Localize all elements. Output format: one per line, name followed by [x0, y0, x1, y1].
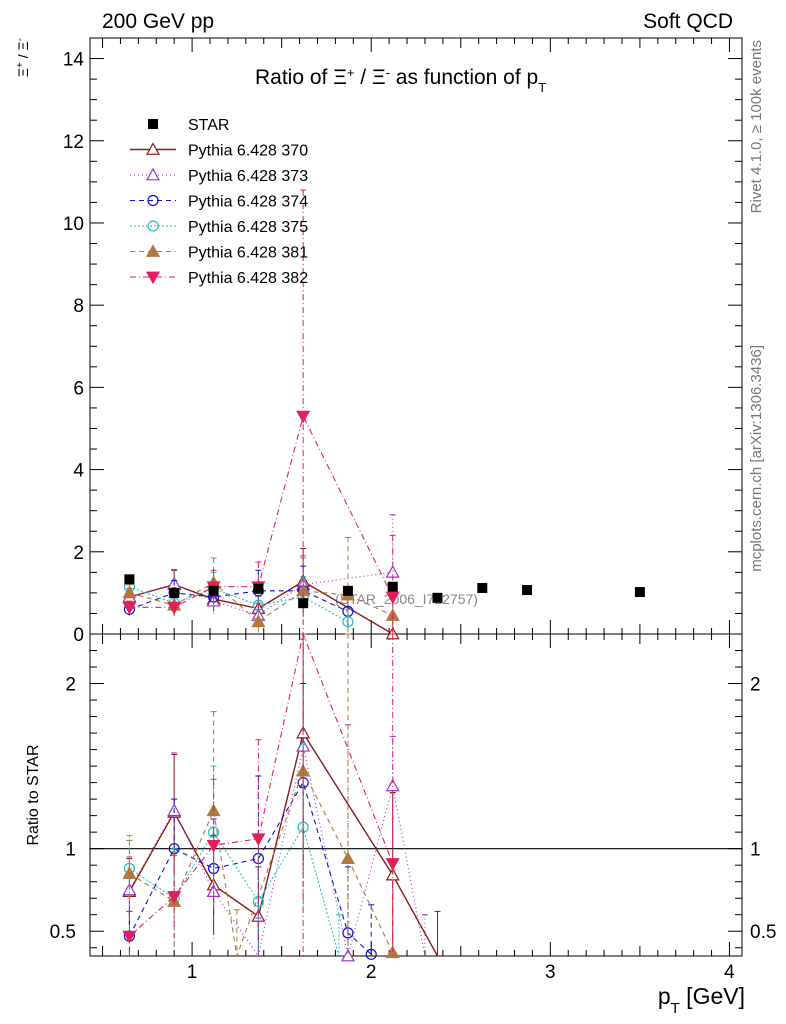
- mcplots-label: mcplots.cern.ch [arXiv:1306.3436]: [748, 345, 765, 572]
- data-point: [167, 601, 182, 615]
- star-data-point: [387, 581, 398, 592]
- y-tick-label: 4: [73, 461, 84, 482]
- star-data-point: [432, 592, 443, 603]
- series-group: [123, 565, 377, 960]
- rivet-label: Rivet 4.1.0, ≥ 100k events: [748, 40, 765, 213]
- ratio-point: [385, 858, 400, 871]
- series-line: [129, 414, 394, 608]
- ratio-y-tick-label: 0.5: [50, 922, 76, 943]
- ratio-point: [342, 927, 354, 939]
- y-tick-label: 2: [73, 543, 84, 564]
- y-tick-label: 12: [63, 132, 84, 153]
- legend-label: Pythia 6.428 381: [188, 245, 308, 262]
- data-point: [122, 601, 137, 615]
- ratio-y-tick-label-right: 1: [750, 840, 761, 861]
- header-left: 200 GeV pp: [102, 10, 214, 33]
- legend-label: Pythia 6.428 374: [188, 194, 308, 211]
- series-group: [122, 189, 400, 956]
- y-tick-label: 14: [63, 50, 85, 71]
- legend-marker: [145, 244, 161, 257]
- legend-marker: [148, 119, 158, 129]
- ratio-line: [128, 731, 439, 957]
- ratio-line: [128, 781, 372, 955]
- series-line: [129, 590, 349, 612]
- x-tick-label: 2: [366, 962, 377, 983]
- star-data-point: [208, 585, 219, 596]
- x-tick-label: 3: [545, 962, 556, 983]
- ratio-line: [129, 632, 394, 937]
- ratio-point: [251, 833, 266, 846]
- legend-marker: [147, 220, 159, 232]
- ratio-point: [206, 839, 221, 853]
- ratio-point: [167, 891, 182, 904]
- ratio-point: [385, 945, 400, 959]
- header-right: Soft QCD: [643, 10, 733, 33]
- ratio-point: [365, 948, 377, 960]
- legend-label: Pythia 6.428 382: [188, 270, 308, 287]
- x-tick-label: 4: [724, 962, 735, 983]
- ratio-point: [340, 851, 355, 864]
- legend-label: Pythia 6.428 373: [188, 168, 308, 185]
- legend-label: Pythia 6.428 370: [188, 143, 308, 160]
- ratio-y-tick-label-right: 2: [750, 675, 761, 696]
- ratio-y-tick-label: 1: [65, 840, 76, 861]
- ratio-point: [122, 930, 137, 944]
- chart-title: Ratio of Ξ+ / Ξ- as function of pT: [255, 65, 546, 95]
- star-data-point: [253, 583, 264, 594]
- ratio-line: [129, 825, 340, 957]
- y-tick-label: 10: [63, 214, 84, 235]
- ratio-y-axis-label: Ratio to STAR: [25, 744, 42, 845]
- legend-marker: [145, 271, 161, 285]
- legend-label: STAR: [188, 117, 229, 134]
- star-data-point: [522, 585, 533, 596]
- x-axis-label: pT [GeV]: [658, 983, 745, 1017]
- y-tick-label: 6: [73, 378, 84, 399]
- legend-label: Pythia 6.428 375: [188, 219, 308, 236]
- ratio-y-tick-label: 2: [65, 675, 76, 696]
- ratio-y-tick-label-right: 0.5: [750, 922, 776, 943]
- series-line: [129, 580, 394, 635]
- y-axis-label: Ξ+ / Ξ-: [15, 38, 32, 77]
- legend-marker: [147, 194, 159, 207]
- x-tick-label: 1: [187, 962, 198, 983]
- star-data-point: [342, 585, 353, 596]
- data-point: [296, 410, 311, 424]
- legend-marker: [145, 167, 161, 181]
- star-data-point: [298, 598, 309, 609]
- star-data-point: [477, 582, 488, 593]
- star-data-point: [634, 587, 645, 598]
- ratio-frame: [89, 633, 743, 957]
- data-point: [385, 591, 400, 605]
- ratio-point: [340, 948, 355, 962]
- series-line: [129, 586, 349, 623]
- star-data-point: [169, 587, 180, 598]
- ratio-point: [122, 866, 137, 879]
- data-point: [122, 585, 137, 599]
- y-tick-label: 8: [73, 296, 84, 317]
- ratio-point: [296, 763, 311, 777]
- y-tick-label: 0: [73, 625, 84, 646]
- legend-marker: [145, 142, 161, 155]
- data-point: [342, 616, 354, 628]
- series-group: [123, 571, 354, 957]
- reference-watermark: (STAR_2006_I722757): [335, 591, 478, 607]
- star-data-point: [124, 574, 135, 585]
- data-point: [251, 614, 266, 628]
